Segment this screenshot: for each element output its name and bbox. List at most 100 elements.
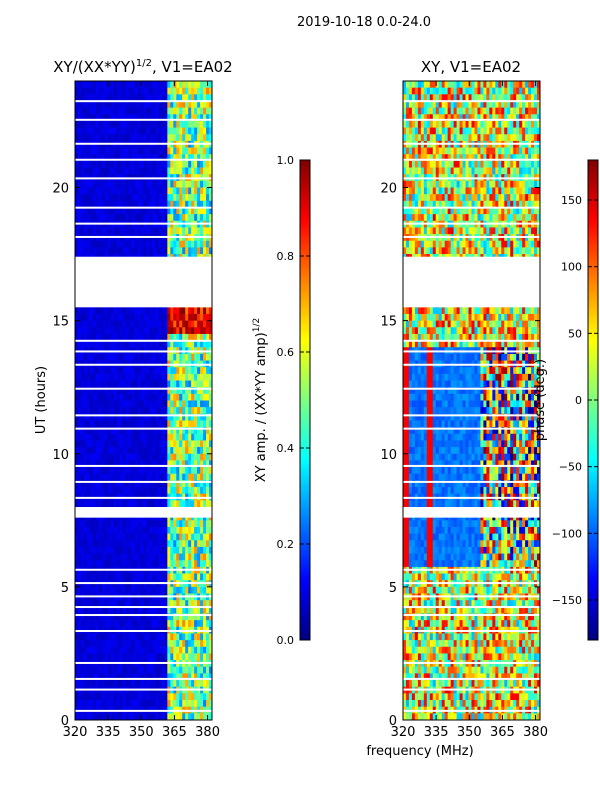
heatmap-cell	[206, 200, 210, 208]
heatmap-cell	[191, 107, 195, 115]
heatmap-cell	[188, 666, 192, 674]
heatmap-cell	[86, 546, 91, 554]
heatmap-cell	[140, 473, 144, 481]
heatmap-cell	[164, 680, 168, 688]
heatmap-cell	[152, 313, 156, 322]
heatmap-cell	[194, 673, 198, 681]
heatmap-cell	[89, 546, 94, 554]
heatmap-cell	[140, 87, 144, 95]
heatmap-cell	[146, 693, 150, 701]
heatmap-cell	[444, 120, 449, 128]
heatmap-cell	[83, 713, 88, 720]
heatmap-cell	[173, 227, 177, 235]
heatmap-cell	[98, 480, 103, 488]
heatmap-cell	[158, 373, 162, 381]
heatmap-cell	[101, 433, 106, 441]
heatmap-cell	[161, 427, 165, 435]
heatmap-cell	[116, 87, 121, 95]
heatmap-cell	[137, 167, 141, 175]
heatmap-cell	[92, 673, 97, 681]
heatmap-cell	[519, 127, 523, 135]
heatmap-cell	[447, 127, 452, 135]
heatmap-cell	[140, 673, 144, 681]
heatmap-cell	[155, 180, 159, 188]
heatmap-cell	[149, 167, 153, 175]
heatmap-cell	[200, 393, 204, 401]
heatmap-cell	[146, 533, 150, 541]
heatmap-cell	[152, 353, 156, 361]
heatmap-cell	[95, 526, 100, 535]
heatmap-cell	[86, 440, 91, 448]
heatmap-cell	[131, 413, 135, 421]
heatmap-cell	[75, 653, 79, 661]
heatmap-cell	[161, 333, 165, 341]
heatmap-cell	[125, 340, 130, 348]
heatmap-cell	[143, 194, 147, 202]
heatmap-cell	[471, 120, 475, 128]
heatmap-cell	[98, 167, 103, 175]
heatmap-cell	[197, 154, 201, 162]
heatmap-cell	[98, 440, 103, 448]
heatmap-cell	[203, 393, 207, 401]
heatmap-cell	[113, 367, 118, 375]
heatmap-cell	[474, 81, 478, 89]
heatmap-cell	[200, 526, 204, 535]
heatmap-cell	[83, 393, 88, 401]
heatmap-cell	[75, 586, 79, 594]
colorbar-tick-label: 0.0	[277, 634, 295, 647]
heatmap-cell	[119, 600, 124, 608]
heatmap-cell	[167, 214, 171, 222]
heatmap-cell	[92, 387, 97, 395]
heatmap-cell	[206, 633, 210, 641]
heatmap-cell	[197, 560, 201, 568]
heatmap-cell	[203, 134, 207, 142]
heatmap-cell	[140, 586, 144, 594]
heatmap-cell	[122, 600, 127, 608]
heatmap-cell	[528, 120, 532, 128]
heatmap-cell	[173, 553, 177, 561]
heatmap-cell	[164, 633, 168, 641]
heatmap-cell	[107, 473, 112, 481]
heatmap-cell	[113, 540, 118, 548]
heatmap-cell	[462, 87, 466, 95]
heatmap-cell	[173, 240, 177, 248]
heatmap-cell	[98, 613, 103, 621]
heatmap-cell	[140, 640, 144, 648]
heatmap-cell	[438, 107, 443, 115]
flagged-row-stripe	[75, 630, 212, 633]
heatmap-cell	[209, 546, 212, 554]
heatmap-cell	[197, 633, 201, 641]
heatmap-cell	[173, 420, 177, 428]
heatmap-cell	[128, 120, 132, 128]
heatmap-cell	[200, 387, 204, 395]
heatmap-cell	[167, 87, 171, 95]
heatmap-cell	[89, 693, 94, 701]
heatmap-cell	[200, 633, 204, 641]
heatmap-cell	[197, 713, 201, 720]
heatmap-cell	[158, 600, 162, 608]
heatmap-cell	[152, 673, 156, 681]
heatmap-cell	[86, 560, 91, 568]
heatmap-cell	[155, 187, 159, 195]
heatmap-cell	[185, 620, 189, 628]
heatmap-cell	[179, 134, 183, 142]
heatmap-cell	[182, 546, 186, 554]
heatmap-cell	[164, 180, 168, 188]
heatmap-cell	[140, 693, 144, 701]
heatmap-cell	[125, 413, 130, 421]
heatmap-cell	[128, 367, 132, 375]
heatmap-cell	[95, 467, 100, 475]
heatmap-cell	[182, 114, 186, 122]
heatmap-cell	[537, 120, 540, 128]
heatmap-cell	[155, 666, 159, 674]
heatmap-cell	[152, 433, 156, 441]
heatmap-cell	[203, 327, 207, 335]
heatmap-cell	[92, 653, 97, 661]
heatmap-cell	[459, 100, 463, 109]
heatmap-cell	[86, 107, 91, 115]
heatmap-cell	[119, 653, 124, 661]
heatmap-cell	[77, 240, 82, 248]
heatmap-cell	[104, 673, 109, 681]
heatmap-cell	[101, 653, 106, 661]
heatmap-cell	[155, 413, 159, 421]
